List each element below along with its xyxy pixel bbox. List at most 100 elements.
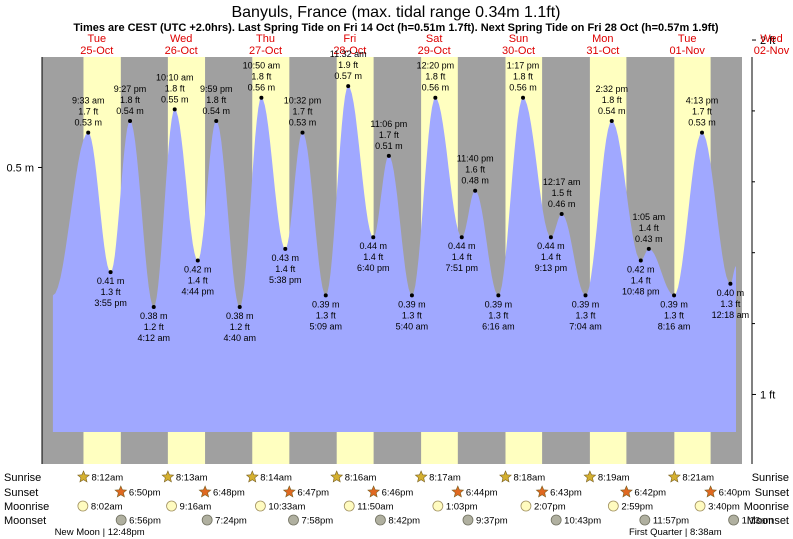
moonrise-icon [432,500,444,512]
day-name: Mon [592,33,613,45]
row-label-right: Moonset [747,515,789,527]
tide-height-ft: 1.7 ft [78,107,99,117]
sunrise-time: 8:16am [345,473,377,484]
day-name: Wed [760,33,782,45]
day-name: Sat [426,33,443,45]
sunset-icon [535,485,549,498]
axes: 0.5 m 2 ft 1 ft [6,35,775,464]
moonrise-time: 10:33am [268,502,305,513]
tide-height-ft: 1.8 ft [165,83,186,93]
tide-area [52,86,736,432]
sunset-icon [704,485,718,498]
tide-height-m: 0.54 m [116,106,144,116]
sunset-time: 6:42pm [634,488,666,499]
sunrise-icon [77,470,90,483]
sunset-icon [367,485,381,498]
tide-time: 12:17 am [543,177,581,187]
sunrise-time: 8:17am [429,473,461,484]
high-tide-dot [86,130,91,135]
day-date: 01-Nov [669,45,705,57]
tide-time: 12:20 pm [417,61,455,71]
day-date: 25-Oct [80,45,113,57]
tide-height-ft: 1.3 ft [101,287,122,297]
low-tide-dot [151,305,156,310]
tide-height-ft: 1.4 ft [188,276,209,286]
tide-time: 8:16 am [658,321,691,331]
row-label-left: Moonrise [4,501,49,513]
sunrise-icon [245,470,259,483]
tide-height-m: 0.39 m [572,299,600,309]
day-date: 27-Oct [249,45,282,57]
tide-height-m: 0.38 m [140,311,168,321]
tide-height-m: 0.51 m [375,141,403,151]
moonset-icon [462,514,474,526]
moonset-time: 11:57pm [653,516,689,527]
tide-time: 3:55 pm [94,298,127,308]
sunrise-time: 8:13am [176,473,208,484]
tide-height-m: 0.54 m [598,106,626,116]
tide-time: 4:44 pm [182,287,215,297]
moonrise-icon [694,500,706,512]
row-label-left: Sunrise [4,472,41,484]
day-name: Tue [88,33,107,45]
tide-height-m: 0.56 m [422,83,450,93]
moonrise-time: 2:59pm [621,502,653,513]
low-tide-dot [459,235,464,240]
row-label-right: Sunset [755,487,789,499]
tide-height-m: 0.53 m [688,118,716,128]
day-labels: Tue25-OctWed26-OctThu27-OctFri28-OctSat2… [80,33,789,57]
tide-height-ft: 1.9 ft [338,60,359,70]
moonset-time: 9:37pm [476,516,508,527]
high-tide-dot [259,95,264,100]
tide-time: 10:48 pm [622,287,660,297]
moonrise-icon [343,500,355,512]
tide-height-m: 0.56 m [509,83,537,93]
low-tide-dot [283,246,288,251]
tide-height-m: 0.46 m [548,199,576,209]
sunset-time: 6:44pm [466,488,498,499]
moonrise-time: 2:07pm [534,502,566,513]
sunset-time: 6:48pm [213,488,245,499]
row-label-left: Sunset [4,487,38,499]
low-tide-dot [323,293,328,298]
sunrise-icon [583,470,597,483]
sunset-icon [619,485,633,498]
sunrise-time: 8:19am [598,473,630,484]
chart-subtitle: Times are CEST (UTC +2.0hrs). Last Sprin… [73,22,719,34]
chart-title: Banyuls, France (max. tidal range 0.34m … [231,4,560,21]
tide-height-ft: 1.3 ft [316,310,337,320]
sunrise-icon [161,470,175,483]
row-label-right: Sunrise [752,472,789,484]
moonset-time: 10:43pm [564,516,601,527]
day-name: Tue [678,33,697,45]
tide-time: 6:16 am [482,321,515,331]
tide-height-m: 0.43 m [272,253,300,263]
high-tide-dot [346,84,351,89]
tide-height-ft: 1.4 ft [275,264,296,274]
tide-height-ft: 1.4 ft [631,276,652,286]
low-tide-dot [728,281,733,286]
tide-height-ft: 1.8 ft [251,72,272,82]
day-name: Fri [343,33,356,45]
tide-time: 9:33 am [72,96,105,106]
low-tide-dot [583,293,588,298]
tide-time: 10:10 am [156,72,194,82]
tide-height-ft: 1.8 ft [120,95,141,105]
tide-time: 11:40 pm [457,154,494,164]
sunset-icon [198,485,212,498]
high-tide-dot [473,188,478,193]
row-label-right: Moonrise [744,501,789,513]
tide-height-ft: 1.4 ft [452,252,473,262]
tide-height-m: 0.39 m [312,299,340,309]
moonrise-icon [520,500,532,512]
tide-height-m: 0.43 m [635,234,663,244]
high-tide-dot [521,95,526,100]
tide-height-ft: 1.7 ft [292,107,313,117]
tide-height-ft: 1.7 ft [379,130,400,140]
tide-time: 1:17 pm [507,61,540,71]
high-tide-dot [386,153,391,158]
tide-time: 4:13 pm [686,96,719,106]
tide-height-m: 0.40 m [717,288,745,298]
tide-height-ft: 1.8 ft [513,72,534,82]
high-tide-dot [559,211,564,216]
